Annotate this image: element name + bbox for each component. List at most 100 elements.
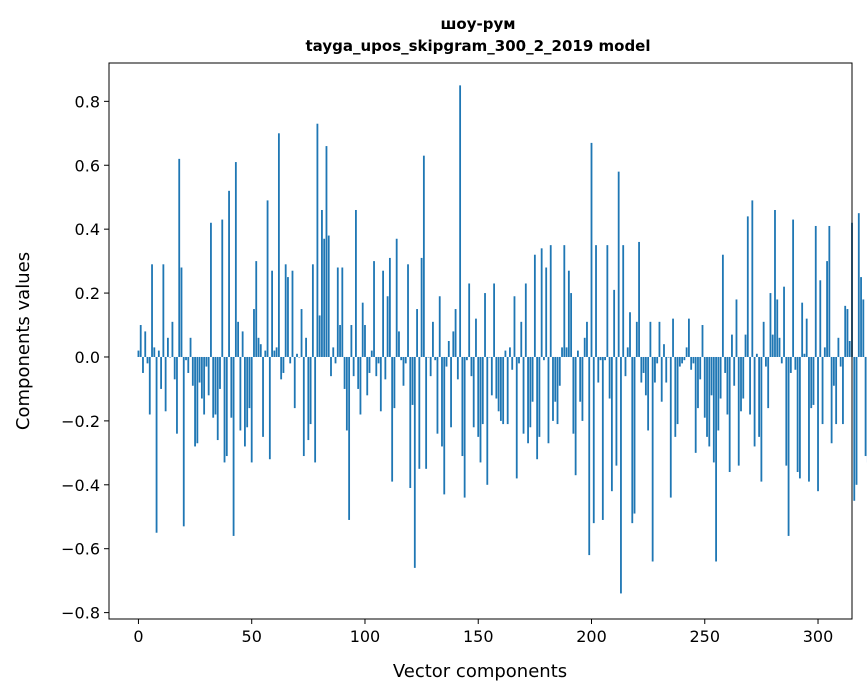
bar <box>214 356 217 415</box>
bar <box>370 350 373 357</box>
bar <box>232 356 235 536</box>
bar <box>805 318 808 357</box>
y-tick-label: −0.2 <box>61 412 100 431</box>
bar <box>139 325 142 357</box>
bar <box>803 353 806 357</box>
bar <box>316 123 319 357</box>
bar <box>250 356 253 463</box>
bar <box>810 356 813 409</box>
bar <box>318 315 321 357</box>
bar <box>325 146 328 357</box>
bar <box>744 334 747 357</box>
bar <box>411 356 414 405</box>
bar <box>610 356 613 492</box>
bar <box>613 289 616 357</box>
bar <box>588 356 591 556</box>
bar <box>853 356 856 501</box>
bar <box>601 356 604 520</box>
bar <box>305 337 307 357</box>
bar <box>676 356 679 425</box>
bar <box>241 331 244 357</box>
bar <box>166 337 169 357</box>
bar <box>577 350 579 357</box>
bar <box>794 356 797 370</box>
bar <box>533 254 536 357</box>
bar <box>198 356 201 383</box>
bar <box>749 356 751 415</box>
bar <box>826 261 828 357</box>
bar <box>848 341 851 357</box>
bar <box>697 356 699 409</box>
bar <box>350 325 353 357</box>
bar <box>323 238 326 357</box>
plot-frame <box>108 62 853 620</box>
bar <box>357 356 360 389</box>
bar <box>266 200 269 357</box>
bar <box>509 347 511 357</box>
bar <box>733 356 736 386</box>
bar <box>774 209 776 357</box>
bar <box>712 356 715 463</box>
bar <box>296 353 298 357</box>
bar <box>608 356 611 399</box>
bar <box>656 356 659 364</box>
bar <box>746 216 749 357</box>
bar <box>504 350 507 357</box>
bar <box>789 356 792 373</box>
bar <box>597 356 600 383</box>
bar <box>169 356 172 358</box>
bar <box>291 270 294 357</box>
bar <box>287 277 289 357</box>
bar <box>377 356 380 364</box>
bar <box>407 264 409 357</box>
bar <box>246 356 249 428</box>
bar <box>819 280 822 357</box>
bar <box>787 356 790 536</box>
bar <box>341 267 344 357</box>
bar <box>688 318 690 357</box>
bar <box>590 142 593 357</box>
bar <box>228 190 230 357</box>
bar <box>219 356 221 389</box>
bar <box>253 309 255 357</box>
bar <box>543 356 545 361</box>
bar <box>364 325 366 357</box>
bar <box>665 356 668 383</box>
bar <box>615 356 618 466</box>
bar <box>540 248 543 357</box>
bar <box>368 356 371 373</box>
bar <box>151 264 153 357</box>
bar <box>293 356 296 409</box>
bar <box>649 321 652 357</box>
bar <box>257 337 260 357</box>
bar <box>454 309 457 357</box>
bar <box>332 347 335 357</box>
x-tick-label: 50 <box>242 627 262 646</box>
bar <box>857 213 860 357</box>
bar <box>651 356 654 562</box>
bar <box>277 133 280 357</box>
bar <box>536 356 539 460</box>
bar <box>792 219 795 357</box>
bar <box>153 347 156 357</box>
bar <box>570 293 573 357</box>
bar <box>388 257 391 357</box>
bar <box>778 337 781 357</box>
bar <box>221 219 224 357</box>
bar <box>529 356 532 428</box>
bar <box>373 261 375 357</box>
bar <box>604 356 606 361</box>
bar <box>844 305 847 357</box>
bar <box>762 321 765 357</box>
bar <box>375 356 378 377</box>
bar <box>146 356 149 364</box>
bar <box>336 267 339 357</box>
bar <box>248 356 251 409</box>
bar <box>708 356 711 447</box>
bar <box>760 356 763 482</box>
bar <box>511 356 514 370</box>
bar <box>654 356 656 383</box>
bar <box>558 356 561 386</box>
bar <box>685 347 688 357</box>
